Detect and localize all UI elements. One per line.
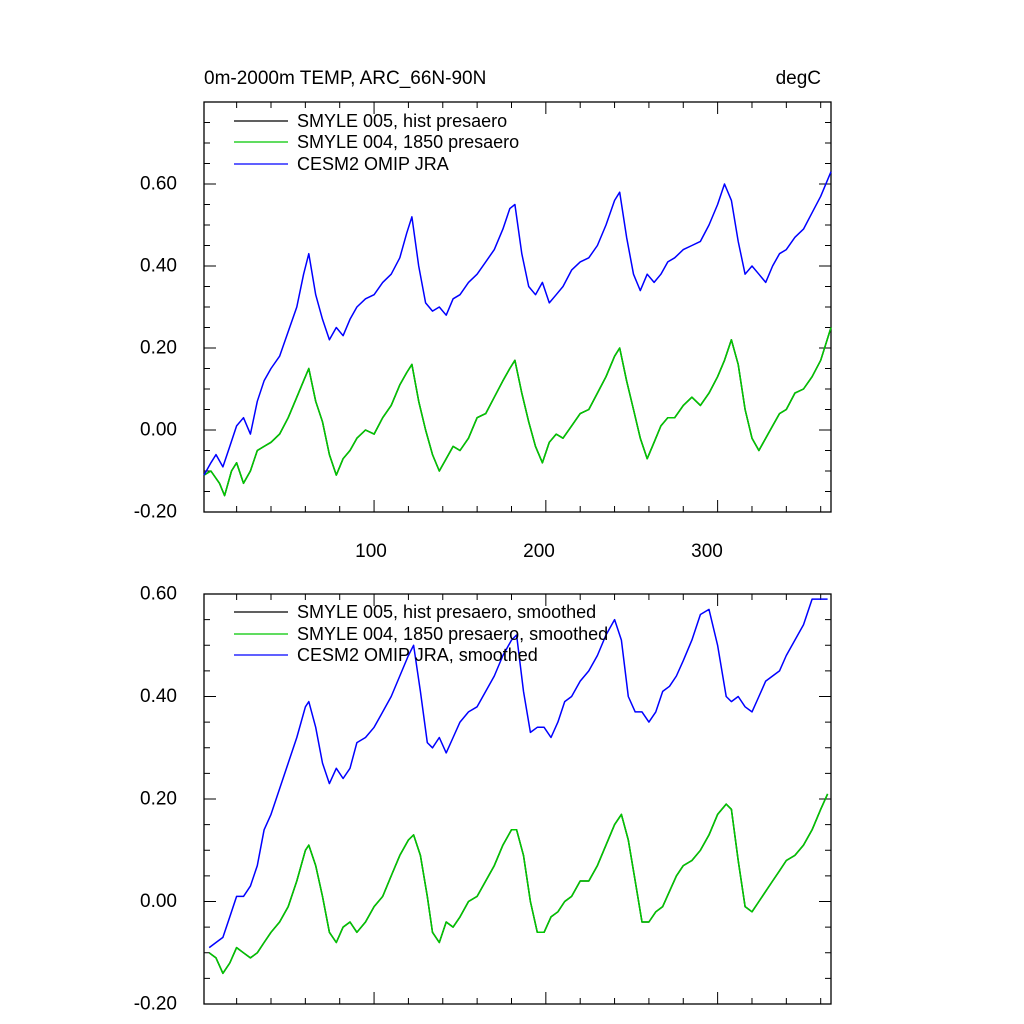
bottom-legend: SMYLE 005, hist presaero, smoothed SMYLE… [234, 602, 608, 665]
top-series-cesm2-omip-jra [203, 171, 832, 476]
legend-label-smyle005: SMYLE 005, hist presaero [297, 111, 507, 131]
bottom-y-tick-label: 0.20 [140, 789, 177, 810]
top-y-tick-label: 0.00 [140, 420, 177, 441]
bottom-y-tick-labels: 0.60 0.40 0.20 0.00 -0.20 [134, 584, 177, 1015]
bottom-y-tick-label: 0.40 [140, 686, 177, 707]
top-y-tick-label: 0.40 [140, 256, 177, 277]
top-y-tick-label: 0.20 [140, 338, 177, 359]
top-y-tick-label: -0.20 [134, 502, 177, 523]
top-x-tick-labels: 100 200 300 [355, 541, 723, 562]
top-legend: SMYLE 005, hist presaero SMYLE 004, 1850… [234, 111, 519, 174]
bottom-y-tick-label: -0.20 [134, 994, 177, 1015]
bottom-series-group [208, 598, 829, 975]
legend-label-cesm2: CESM2 OMIP JRA [297, 154, 449, 174]
top-series-smyle-005-hist-presaero [203, 327, 832, 497]
bottom-y-tick-label: 0.00 [140, 891, 177, 912]
top-axis-ticks [204, 101, 831, 513]
chart-title: 0m-2000m TEMP, ARC_66N-90N [204, 68, 486, 89]
bottom-panel: 0.60 0.40 0.20 0.00 -0.20 SMYLE 005, his… [134, 584, 832, 1015]
top-x-tick-label: 100 [355, 541, 387, 562]
top-y-tick-labels: 0.60 0.40 0.20 0.00 -0.20 [134, 174, 177, 523]
top-panel: 0m-2000m TEMP, ARC_66N-90N degC 0.60 0.4… [134, 68, 832, 562]
bottom-series-smyle-004-1850-presaero-smoothed [208, 793, 829, 975]
top-x-tick-label: 300 [691, 541, 723, 562]
top-y-tick-label: 0.60 [140, 174, 177, 195]
legend-label-cesm2-smoothed: CESM2 OMIP JRA, smoothed [297, 645, 538, 665]
bottom-y-tick-label: 0.60 [140, 584, 177, 605]
top-x-tick-label: 200 [523, 541, 555, 562]
bottom-axis-ticks [204, 593, 831, 1005]
top-series-group [203, 171, 832, 497]
bottom-series-smyle-005-hist-presaero-smoothed [208, 793, 829, 975]
bottom-series-cesm2-omip-jra-smoothed [208, 598, 828, 949]
units-label: degC [776, 68, 821, 89]
legend-label-smyle004-smoothed: SMYLE 004, 1850 presaero, smoothed [297, 624, 608, 644]
top-series-smyle-004-1850-presaero [203, 327, 832, 497]
legend-label-smyle004: SMYLE 004, 1850 presaero [297, 132, 519, 152]
legend-label-smyle005-smoothed: SMYLE 005, hist presaero, smoothed [297, 602, 596, 622]
